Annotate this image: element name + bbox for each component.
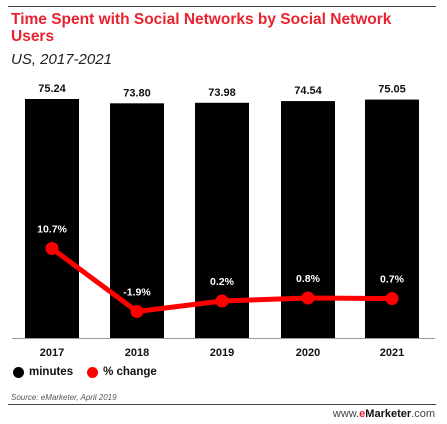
legend-label-minutes: minutes	[29, 366, 74, 378]
x-tick-label-2019: 2019	[210, 347, 234, 359]
bottom-rule	[8, 404, 436, 405]
change-point-2017	[45, 242, 59, 255]
change-label-2019: 0.2%	[210, 276, 235, 288]
change-label-2021: 0.7%	[380, 274, 405, 286]
legend-swatch-change	[87, 366, 99, 378]
change-point-2018	[130, 305, 144, 318]
legend-item-minutes: minutes	[13, 366, 73, 378]
top-rule	[8, 6, 436, 7]
x-tick-label-2021: 2021	[380, 347, 404, 359]
bar-2017	[25, 99, 79, 338]
x-tick-label-2020: 2020	[296, 347, 320, 359]
x-tick-label-2017: 2017	[40, 347, 64, 359]
bar-value-label-2020: 74.54	[294, 85, 322, 97]
x-tick-label-2018: 2018	[125, 347, 149, 359]
bar-value-label-2021: 75.05	[378, 84, 406, 96]
bar-value-label-2017: 75.24	[38, 83, 66, 95]
brand-url[interactable]: www.eMarketer.com	[333, 408, 435, 420]
change-point-2019	[215, 294, 229, 308]
chart-title: Time Spent with Social Networks by Socia…	[11, 11, 392, 45]
change-label-2020: 0.8%	[296, 273, 321, 285]
change-label-2018: -1.9%	[123, 287, 151, 299]
bar-2018	[110, 103, 164, 338]
bar-value-label-2019: 73.98	[208, 87, 236, 99]
brand-suffix: .com	[411, 408, 435, 420]
chart-subtitle: US, 2017-2021	[11, 51, 112, 68]
legend-item-change: % change	[87, 366, 157, 378]
brand-e: e	[359, 408, 366, 420]
change-point-2021	[385, 292, 399, 305]
brand-prefix: www.	[332, 408, 360, 420]
legend-label-change: % change	[103, 366, 157, 378]
source-note: Source: eMarketer, April 2019	[11, 393, 117, 402]
brand-name: Marketer	[365, 408, 412, 420]
bar-value-label-2018: 73.80	[123, 87, 151, 99]
legend: minutes % change	[13, 366, 157, 378]
change-point-2020	[301, 291, 315, 305]
change-label-2017: 10.7%	[37, 224, 67, 236]
legend-swatch-minutes	[13, 366, 24, 378]
